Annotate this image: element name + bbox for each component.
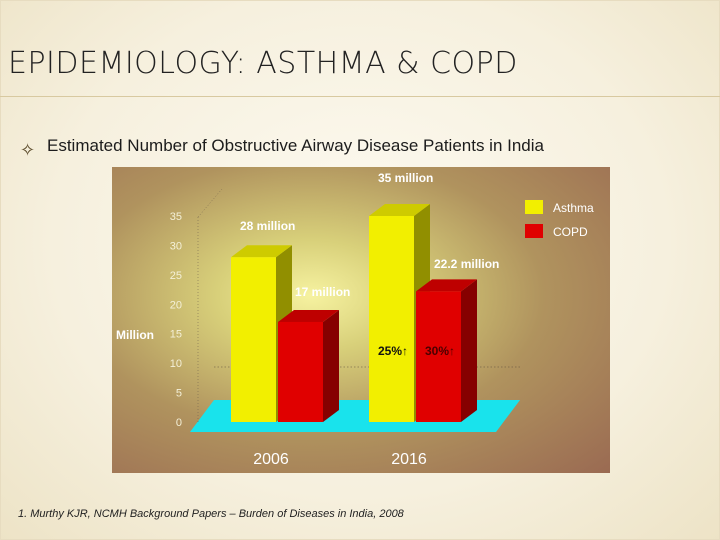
legend-swatch-copd (525, 224, 543, 238)
bullet-text: Estimated Number of Obstructive Airway D… (47, 136, 544, 155)
data-label: 28 million (240, 219, 295, 233)
legend-swatch-asthma (525, 200, 543, 214)
bar-top-asthma-2016 (369, 204, 430, 216)
y-tick-label: 30 (170, 240, 182, 252)
citation: 1. Murthy KJR, NCMH Background Papers – … (18, 508, 404, 520)
chart-panel: 0 5 10 15 20 25 30 35 Million 28 million 17 millio… (112, 167, 610, 473)
x-tick-label: 2006 (253, 451, 289, 468)
legend-label-asthma: Asthma (553, 201, 594, 215)
y-tick-label: 20 (170, 299, 182, 311)
bar-copd-2016 (416, 291, 461, 422)
growth-annotation-copd: 30%↑ (425, 344, 455, 358)
bar-top-copd-2006 (278, 309, 339, 322)
y-tick-label: 10 (170, 358, 182, 370)
bar-copd-2006 (278, 321, 323, 422)
data-label: 22.2 million (434, 257, 499, 271)
bar-side-copd-2016 (461, 279, 477, 422)
x-tick-label: 2016 (391, 451, 427, 468)
bar-asthma-2016 (369, 216, 414, 422)
bar-asthma-2006 (231, 257, 276, 422)
legend-label-copd: COPD (553, 225, 588, 239)
slide-title: EPIDEMIOLOGY: ASTHMA & COPD (8, 46, 518, 81)
bar-side-copd-2006 (323, 309, 339, 422)
hollow-star-bullet-icon: ✧ (20, 140, 36, 161)
bar-top-asthma-2006 (231, 245, 292, 258)
bar-top-copd-2016 (416, 279, 477, 292)
bar-chart: 0 5 10 15 20 25 30 35 Million 28 million 17 millio… (116, 171, 594, 468)
y-tick-label: 0 (176, 417, 182, 429)
y-tick-label: 25 (170, 270, 182, 282)
y-tick-label: 15 (170, 329, 182, 341)
axis-depth-line (197, 188, 223, 218)
y-tick-label: 5 (176, 388, 182, 400)
data-label: 35 million (378, 171, 433, 185)
growth-annotation-asthma: 25%↑ (378, 344, 408, 358)
title-divider (0, 96, 720, 97)
y-tick-label: 35 (170, 211, 182, 223)
data-label: 17 million (295, 285, 350, 299)
y-axis-label: Million (116, 328, 154, 342)
